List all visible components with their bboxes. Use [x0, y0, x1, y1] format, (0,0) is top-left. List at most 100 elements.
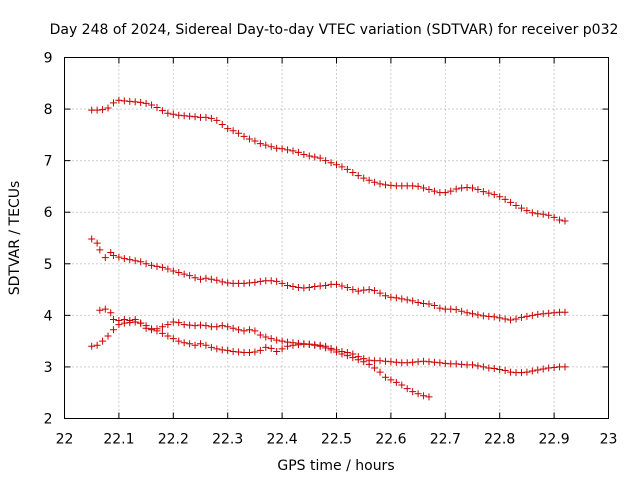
- data-point: [539, 365, 547, 373]
- data-point: [414, 358, 422, 366]
- data-point: [392, 294, 400, 302]
- data-point: [490, 313, 498, 321]
- data-point: [512, 202, 520, 210]
- data-point: [441, 189, 449, 197]
- data-point: [240, 279, 248, 287]
- data-point: [414, 182, 422, 190]
- data-point: [528, 367, 536, 375]
- data-point: [523, 207, 531, 215]
- y-tick-labels: 2 3 4 5 6 7 8 9: [44, 51, 53, 428]
- data-point: [360, 355, 368, 363]
- data-point: [88, 235, 96, 243]
- data-point: [420, 392, 428, 400]
- data-point: [131, 315, 139, 323]
- data-point: [109, 315, 117, 323]
- data-point: [284, 281, 292, 289]
- data-point: [316, 154, 324, 162]
- data-point: [213, 276, 221, 284]
- data-point: [414, 390, 422, 398]
- data-point: [202, 341, 210, 349]
- data-point: [343, 284, 351, 292]
- data-point: [360, 174, 368, 182]
- data-point: [338, 282, 346, 290]
- grid-lines: [64, 57, 609, 419]
- data-point: [387, 181, 395, 189]
- data-point: [474, 362, 482, 370]
- data-point: [131, 257, 139, 265]
- data-point: [169, 110, 177, 118]
- data-point: [501, 315, 509, 323]
- data-point: [349, 350, 357, 358]
- data-point: [262, 141, 270, 149]
- y-tick-label: 8: [44, 102, 53, 118]
- data-point: [469, 184, 476, 192]
- data-point: [534, 210, 542, 218]
- data-point: [371, 287, 379, 295]
- data-point: [101, 254, 109, 262]
- data-point: [360, 286, 368, 294]
- x-tick-label: 22.7: [430, 432, 461, 448]
- data-point: [142, 99, 150, 107]
- data-point: [164, 109, 172, 117]
- data-point: [186, 340, 194, 348]
- data-point: [398, 295, 406, 303]
- data-point: [381, 181, 389, 189]
- data-point: [534, 366, 542, 374]
- data-point: [153, 325, 161, 333]
- data-point: [218, 278, 226, 286]
- data-point: [256, 277, 264, 285]
- data-point: [278, 337, 286, 345]
- data-point: [96, 246, 104, 254]
- data-point: [109, 252, 117, 260]
- data-point: [556, 216, 564, 224]
- data-point: [202, 322, 210, 330]
- series-track-4: [96, 305, 569, 377]
- data-point: [107, 309, 115, 317]
- data-point: [197, 275, 204, 283]
- data-point: [99, 106, 107, 114]
- data-point: [213, 345, 221, 353]
- data-point: [447, 187, 455, 195]
- x-tick-labels: 22 22.1 22.2 22.3 22.4 22.5 22.6 22.7 22.8 22.9 23: [56, 432, 618, 448]
- data-point: [490, 191, 498, 199]
- data-point: [104, 104, 112, 112]
- data-point: [354, 287, 362, 295]
- data-point: [371, 178, 379, 186]
- data-point: [371, 364, 379, 372]
- data-point: [507, 198, 515, 206]
- x-tick-label: 22.8: [484, 432, 515, 448]
- data-point: [305, 284, 313, 292]
- data-point: [256, 331, 264, 339]
- data-point: [474, 311, 482, 319]
- data-point: [93, 106, 101, 114]
- data-point: [245, 348, 253, 356]
- data-point: [224, 125, 232, 133]
- data-point: [284, 146, 292, 154]
- data-point: [278, 145, 286, 153]
- series-track-2: [88, 235, 569, 324]
- data-point: [251, 137, 259, 145]
- data-point: [463, 183, 471, 191]
- data-point: [436, 304, 444, 312]
- data-point: [273, 347, 281, 355]
- data-point: [235, 348, 243, 356]
- data-point: [485, 364, 493, 372]
- y-tick-label: 3: [44, 360, 53, 376]
- data-point: [213, 116, 221, 124]
- data-point: [180, 339, 188, 347]
- data-point: [180, 112, 188, 120]
- data-point: [365, 286, 373, 294]
- data-point: [376, 180, 384, 188]
- data-point: [420, 357, 428, 365]
- data-point: [104, 332, 112, 340]
- data-point: [545, 309, 553, 317]
- data-point: [354, 172, 362, 180]
- data-point: [365, 356, 373, 364]
- x-tick-label: 22.1: [103, 432, 134, 448]
- data-point: [251, 327, 259, 335]
- data-point: [333, 280, 340, 288]
- data-point: [267, 335, 275, 343]
- data-point: [425, 358, 433, 366]
- data-point: [126, 97, 134, 105]
